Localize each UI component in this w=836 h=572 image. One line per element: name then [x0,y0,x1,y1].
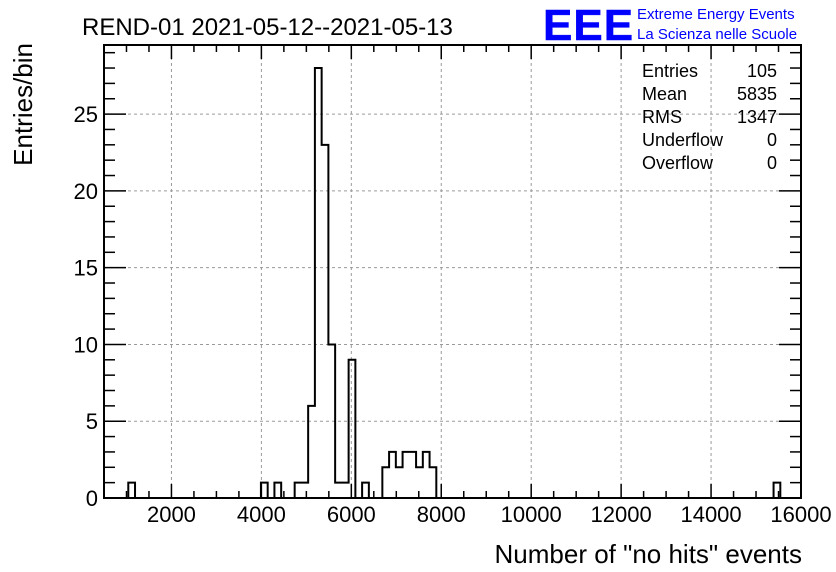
y-tick-label: 10 [74,332,98,357]
histogram-bin [382,467,389,498]
y-tick-label: 25 [74,102,98,127]
stats-label: Mean [642,84,687,104]
stats-label: Underflow [642,130,724,150]
x-tick-label: 2000 [147,502,196,527]
stats-label: RMS [642,107,682,127]
eee-logo-line1: Extreme Energy Events [637,6,795,23]
stats-value: 5835 [737,84,777,104]
x-tick-label: 14000 [680,502,741,527]
histogram-bin [430,467,437,498]
eee-logo-line2: La Scienza nelle Scuole [637,26,797,43]
x-tick-label: 4000 [237,502,286,527]
x-tick-label: 10000 [501,502,562,527]
histogram-bin [308,406,315,498]
y-tick-label: 5 [86,409,98,434]
stats-value: 1347 [737,107,777,127]
histogram-bin [128,483,135,498]
stats-box: Entries 105 Mean 5835 RMS 1347 Underflow 0 Overf… [642,61,777,173]
y-tick-label: 0 [86,486,98,511]
axis-ticks [104,45,802,498]
eee-logo: EEE Extreme Energy Events La Scienza nel… [543,1,797,51]
x-tick-label: 8000 [417,502,466,527]
stats-label: Overflow [642,153,714,173]
y-axis-label: Entries/bin [8,43,38,166]
x-axis-label: Number of "no hits" events [495,539,803,569]
x-tick-labels: 2000 4000 6000 8000 10000 12000 14000 16000 [147,502,832,527]
histogram-bin [389,452,396,498]
histogram-bin [423,452,430,498]
stats-value: 0 [767,130,777,150]
histogram-bin [349,360,356,498]
histogram-bin [315,68,322,498]
grid-lines [104,45,801,498]
y-tick-label: 15 [74,256,98,281]
y-tick-label: 20 [74,179,98,204]
histogram-bin [274,483,281,498]
histogram-outline [127,67,782,498]
y-tick-labels: 0 5 10 15 20 25 [74,102,98,511]
histogram-bin [409,452,416,498]
stats-label: Entries [642,61,698,81]
chart-title: REND-01 2021-05-12--2021-05-13 [82,14,453,41]
histogram-bin [362,483,369,498]
histogram-bin [335,483,348,498]
histogram-bin [322,145,329,498]
plot-frame [103,44,802,499]
histogram-bin [774,483,781,498]
eee-logo-letters: EEE [543,1,634,50]
x-tick-label: 12000 [591,502,652,527]
histogram-bin [403,452,410,498]
stats-value: 105 [747,61,777,81]
x-tick-label: 6000 [327,502,376,527]
x-tick-label: 16000 [770,502,831,527]
stats-value: 0 [767,153,777,173]
